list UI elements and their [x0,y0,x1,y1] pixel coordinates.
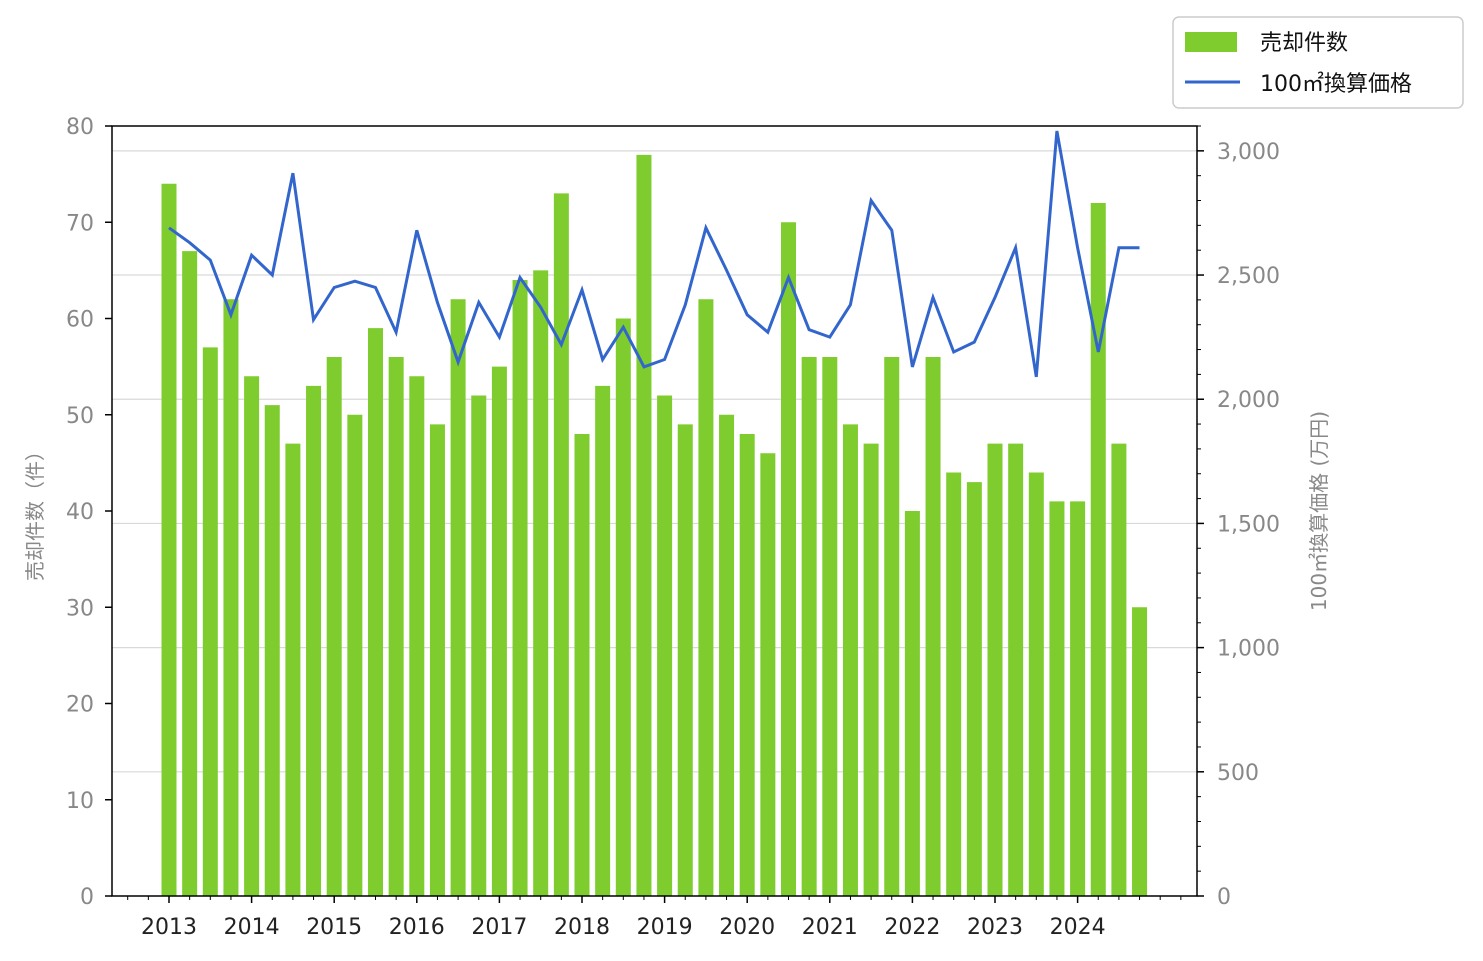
y-right-tick-label: 1,000 [1217,637,1280,662]
bar [801,357,817,896]
bar [739,434,755,896]
x-tick-label: 2013 [141,915,197,940]
bar [1111,443,1127,896]
bar [636,154,652,896]
bar [1008,443,1024,896]
bar [595,385,611,896]
legend: 売却件数 100㎡換算価格 [1172,16,1464,109]
bar [429,424,445,896]
x-axis: 2013 2014 2015 2016 2017 2018 2019 2020 2021 2022… [127,896,1182,940]
bar [161,183,177,896]
bar [842,424,858,896]
bar [223,299,239,896]
bar [388,357,404,896]
y-left-tick-label: 50 [66,404,94,429]
y-left-tick-label: 40 [66,500,94,525]
price-line [168,130,1140,378]
bar [512,280,528,896]
bar [946,472,962,896]
legend-swatch-bar [1185,32,1237,52]
bar [553,193,569,896]
bar [1090,203,1106,896]
bar [202,347,218,896]
bar [450,299,466,896]
bar [925,357,941,896]
x-tick-label: 2016 [389,915,445,940]
y-left-tick-label: 0 [80,885,94,910]
y-left-tick-label: 70 [66,211,94,236]
bar [904,511,920,896]
y-left-tick-label: 10 [66,789,94,814]
x-tick-label: 2017 [471,915,527,940]
bar [719,414,735,896]
bar [760,453,776,896]
x-tick-label: 2014 [224,915,280,940]
right-axis: 0 500 1,000 1,500 2,000 2,500 3,000 [1197,125,1280,910]
bar [657,395,673,896]
bar-series [161,154,1148,896]
y-left-tick-label: 20 [66,693,94,718]
y-right-tick-label: 0 [1217,885,1231,910]
bar [966,482,982,896]
bar [677,424,693,896]
bar [182,251,198,896]
x-tick-label: 2018 [554,915,610,940]
bar [987,443,1003,896]
y-right-tick-label: 1,500 [1217,512,1280,537]
legend-label-bar: 売却件数 [1260,31,1348,56]
bar [884,357,900,896]
x-tick-label: 2024 [1050,915,1106,940]
y-left-axis-title: 売却件数（件） [23,441,47,581]
bar [781,222,796,896]
x-tick-label: 2019 [637,915,693,940]
bar [1028,472,1044,896]
legend-box [1172,16,1464,109]
legend-label-line: 100㎡換算価格 [1260,71,1412,97]
bar [1070,501,1086,896]
x-tick-label: 2022 [884,915,940,940]
bar [491,366,507,896]
bar [574,434,590,896]
x-tick-label: 2021 [802,915,858,940]
bar [368,328,383,896]
bar [471,395,487,896]
y-left-tick-label: 60 [66,308,94,333]
x-tick-label: 2023 [967,915,1023,940]
bar [306,385,322,896]
y-right-tick-label: 3,000 [1217,140,1280,165]
y-right-tick-label: 2,500 [1217,264,1280,289]
y-right-tick-label: 2,000 [1217,388,1280,413]
y-left-tick-label: 80 [66,115,94,140]
x-tick-label: 2020 [719,915,775,940]
bar [285,443,301,896]
y-left-tick-label: 30 [66,596,94,621]
bar [409,376,425,896]
bar [1132,607,1148,896]
y-right-axis-title: 100㎡換算価格 (万円) [1307,411,1331,611]
bar [244,376,260,896]
left-axis: 0 10 20 30 40 50 60 70 80 [66,115,112,910]
bar [1049,501,1065,896]
bar [264,405,280,896]
y-right-tick-label: 500 [1217,761,1259,786]
bar [822,357,838,896]
bar [347,414,363,896]
bar [326,357,342,896]
bar [698,299,714,896]
bar [533,270,549,896]
bar [863,443,879,896]
bar [615,318,631,896]
x-tick-label: 2015 [306,915,362,940]
